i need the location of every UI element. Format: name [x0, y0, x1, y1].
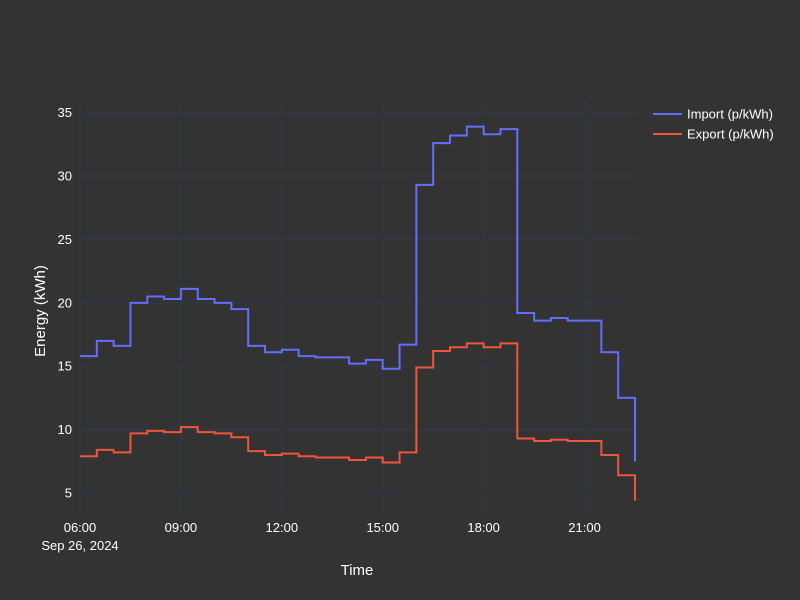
- y-axis: 5 10 15 20 25 30 35: [58, 105, 72, 500]
- series-line-import[interactable]: [80, 125, 636, 462]
- legend-label: Import (p/kWh): [687, 107, 773, 122]
- x-axis-title: Time: [341, 562, 374, 579]
- x-tick-label: 15:00: [366, 520, 399, 535]
- legend-item-export[interactable]: Export (p/kWh): [653, 127, 774, 142]
- y-tick-label: 5: [65, 485, 72, 500]
- y-tick-label: 35: [58, 105, 72, 120]
- y-tick-label: 25: [58, 232, 72, 247]
- x-tick-label: 09:00: [165, 520, 198, 535]
- series-line-export[interactable]: [80, 342, 636, 501]
- x-tick-label: 18:00: [467, 520, 500, 535]
- legend-label: Export (p/kWh): [687, 127, 774, 142]
- y-tick-label: 30: [58, 169, 72, 184]
- x-tick-label: 12:00: [266, 520, 299, 535]
- x-axis: 06:00 Sep 26, 2024 09:00 12:00 15:00 18:00 21:…: [41, 520, 600, 553]
- x-tick-date-label: Sep 26, 2024: [41, 538, 118, 553]
- y-gridlines: [80, 112, 635, 494]
- y-tick-label: 15: [58, 359, 72, 374]
- plot-area[interactable]: [80, 125, 636, 501]
- x-gridlines: [79, 100, 586, 512]
- legend-item-import[interactable]: Import (p/kWh): [653, 107, 773, 122]
- x-tick-label: 21:00: [568, 520, 601, 535]
- y-tick-label: 10: [58, 422, 72, 437]
- y-axis-title: Energy (kWh): [32, 265, 49, 357]
- x-tick-label: 06:00: [64, 520, 97, 535]
- y-tick-label: 20: [58, 295, 72, 310]
- legend[interactable]: Import (p/kWh) Export (p/kWh): [653, 107, 774, 142]
